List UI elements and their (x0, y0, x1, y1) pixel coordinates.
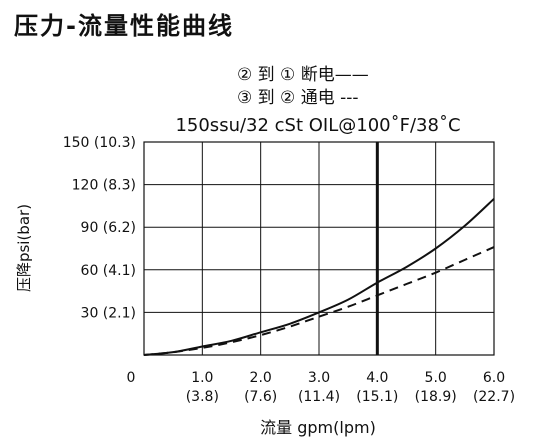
series-line-energized (143, 246, 495, 356)
x-tick-label: 0 (127, 370, 136, 386)
x-tick-sublabel: (22.7) (473, 389, 515, 405)
y-tick-label: 120 (8.3) (72, 178, 136, 194)
x-tick-sublabel: (15.1) (356, 389, 398, 405)
x-axis-label: 流量 gpm(lpm) (260, 418, 376, 437)
legend-entry-de-energized: ② 到 ① 断电—— (237, 65, 369, 85)
legend-entry-energized: ③ 到 ② 通电 --- (237, 88, 359, 108)
y-tick-label: 90 (6.2) (81, 220, 136, 236)
x-tick-sublabel: (11.4) (298, 389, 340, 405)
chart-subtitle: 150ssu/32 cSt OIL@100˚F/38˚C (175, 115, 460, 136)
x-tick-sublabel: (18.9) (415, 389, 457, 405)
series-group (143, 142, 495, 356)
x-tick-sublabel: (7.6) (244, 389, 277, 405)
x-tick-label: 6.0 (483, 370, 505, 386)
page-title: 压力-流量性能曲线 (14, 12, 234, 40)
x-axis-ticks: 0 1.0 (3.8) 2.0 (7.6) 3.0 (11.4) 4.0 (15.1) 5.0 (1… (127, 370, 516, 405)
legend: ② 到 ① 断电—— ③ 到 ② 通电 --- (237, 65, 369, 108)
y-tick-label: 150 (10.3) (63, 135, 136, 151)
y-axis-ticks: 30 (2.1) 60 (4.1) 90 (6.2) 120 (8.3) 150 (10… (63, 135, 136, 321)
y-tick-label: 30 (2.1) (81, 305, 136, 321)
y-axis-label: 压降psi(bar) (15, 204, 33, 292)
x-tick-label: 4.0 (366, 370, 388, 386)
x-tick-label: 5.0 (425, 370, 447, 386)
grid (144, 142, 494, 355)
x-tick-label: 1.0 (191, 370, 213, 386)
x-tick-sublabel: (3.8) (186, 389, 219, 405)
x-tick-label: 3.0 (308, 370, 330, 386)
x-tick-label: 2.0 (250, 370, 272, 386)
y-tick-label: 60 (4.1) (81, 263, 136, 279)
series-line-de-energized (143, 198, 495, 356)
